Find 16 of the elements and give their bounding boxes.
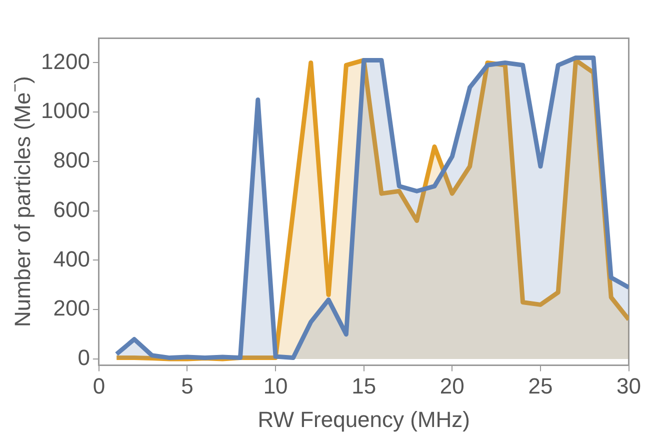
y-tick-label: 600 bbox=[53, 196, 90, 222]
y-axis-title: Number of particles (Me−) bbox=[7, 76, 36, 328]
y-tick-label: 800 bbox=[53, 148, 90, 173]
x-axis-title: RW Frequency (MHz) bbox=[258, 406, 470, 432]
y-tick-label: 1200 bbox=[40, 48, 90, 74]
x-tick-label: 25 bbox=[528, 373, 553, 398]
x-tick-label: 0 bbox=[92, 373, 106, 398]
y-tick-label: 1000 bbox=[40, 98, 90, 124]
y-tick-label: 200 bbox=[53, 296, 90, 321]
x-tick-label: 30 bbox=[616, 373, 642, 398]
x-tick-label: 15 bbox=[352, 373, 376, 398]
y-tick-label: 0 bbox=[78, 345, 90, 370]
x-tick-label: 5 bbox=[181, 373, 194, 398]
x-tick-label: 10 bbox=[263, 373, 288, 398]
y-tick-label: 400 bbox=[53, 246, 90, 272]
x-tick-label: 20 bbox=[440, 373, 464, 398]
